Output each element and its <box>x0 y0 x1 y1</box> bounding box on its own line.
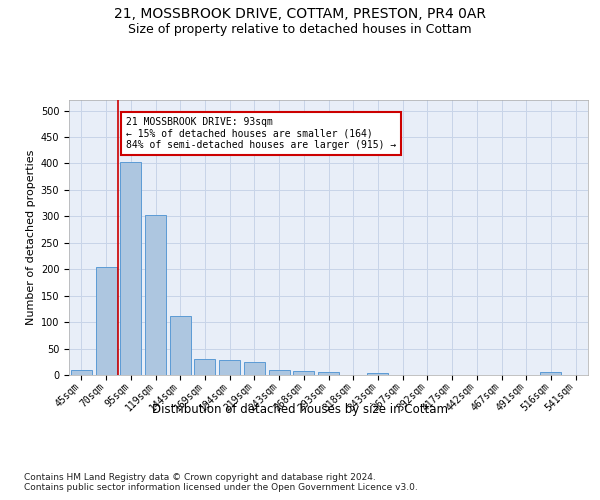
Bar <box>318 372 339 375</box>
Bar <box>269 370 290 375</box>
Bar <box>219 360 240 375</box>
Text: 21 MOSSBROOK DRIVE: 93sqm
← 15% of detached houses are smaller (164)
84% of semi: 21 MOSSBROOK DRIVE: 93sqm ← 15% of detac… <box>126 117 396 150</box>
Bar <box>120 162 141 375</box>
Bar <box>541 372 562 375</box>
Bar <box>244 362 265 375</box>
Bar <box>71 370 92 375</box>
Text: Distribution of detached houses by size in Cottam: Distribution of detached houses by size … <box>152 402 448 415</box>
Bar <box>145 215 166 375</box>
Bar <box>194 359 215 375</box>
Bar <box>95 266 116 375</box>
Bar <box>293 371 314 375</box>
Text: 21, MOSSBROOK DRIVE, COTTAM, PRESTON, PR4 0AR: 21, MOSSBROOK DRIVE, COTTAM, PRESTON, PR… <box>114 8 486 22</box>
Text: Contains HM Land Registry data © Crown copyright and database right 2024.
Contai: Contains HM Land Registry data © Crown c… <box>24 472 418 492</box>
Y-axis label: Number of detached properties: Number of detached properties <box>26 150 37 325</box>
Text: Size of property relative to detached houses in Cottam: Size of property relative to detached ho… <box>128 22 472 36</box>
Bar <box>367 373 388 375</box>
Bar <box>170 316 191 375</box>
